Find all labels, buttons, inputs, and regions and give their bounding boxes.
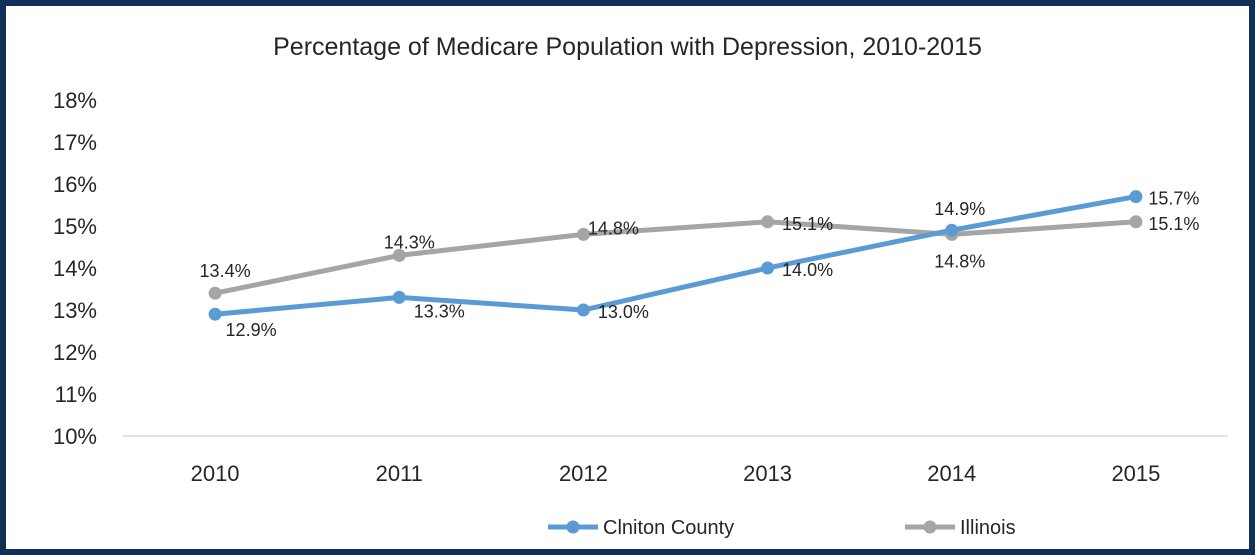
data-label: 13.4% bbox=[200, 261, 251, 281]
x-tick-label: 2013 bbox=[743, 461, 792, 486]
data-label: 15.1% bbox=[1148, 214, 1199, 234]
data-label: 15.7% bbox=[1148, 189, 1199, 209]
legend-swatch-marker bbox=[923, 520, 937, 534]
legend-label: Clniton County bbox=[603, 517, 734, 539]
y-tick-label: 11% bbox=[55, 382, 97, 407]
y-tick-label: 14% bbox=[53, 256, 97, 281]
data-label: 15.1% bbox=[782, 214, 833, 234]
data-point bbox=[208, 307, 222, 321]
data-point bbox=[208, 286, 222, 300]
data-point bbox=[761, 261, 775, 275]
y-tick-label: 16% bbox=[53, 172, 97, 197]
legend-swatch-marker bbox=[566, 520, 580, 534]
data-point bbox=[1129, 215, 1143, 229]
data-label: 14.9% bbox=[934, 199, 985, 219]
y-tick-label: 10% bbox=[53, 424, 97, 449]
x-tick-label: 2014 bbox=[927, 461, 976, 486]
data-label: 14.3% bbox=[384, 232, 435, 252]
y-tick-label: 18% bbox=[53, 88, 97, 113]
data-label: 13.0% bbox=[598, 302, 649, 322]
data-point bbox=[392, 248, 406, 262]
chart-title: Percentage of Medicare Population with D… bbox=[273, 33, 982, 61]
data-label: 12.9% bbox=[226, 320, 277, 340]
series-line-clniton-county bbox=[212, 194, 1139, 317]
data-point bbox=[761, 215, 775, 229]
data-point bbox=[576, 303, 590, 317]
data-label: 14.8% bbox=[588, 218, 639, 238]
x-tick-label: 2012 bbox=[559, 461, 608, 486]
data-label: 14.8% bbox=[934, 251, 985, 271]
x-tick-label: 2011 bbox=[376, 461, 423, 486]
data-label: 14.0% bbox=[782, 260, 833, 280]
x-tick-label: 2010 bbox=[191, 461, 240, 486]
data-point bbox=[945, 223, 959, 237]
y-tick-label: 13% bbox=[53, 298, 97, 323]
legend-label: Illinois bbox=[960, 517, 1016, 539]
y-tick-label: 17% bbox=[53, 130, 97, 155]
data-point bbox=[576, 227, 590, 241]
data-point bbox=[1129, 190, 1143, 204]
x-tick-label: 2015 bbox=[1111, 461, 1160, 486]
series-line-illinois bbox=[212, 219, 1139, 296]
y-tick-label: 12% bbox=[53, 340, 97, 365]
data-label: 13.3% bbox=[414, 301, 465, 321]
data-point bbox=[392, 290, 406, 304]
y-tick-label: 15% bbox=[53, 214, 97, 239]
